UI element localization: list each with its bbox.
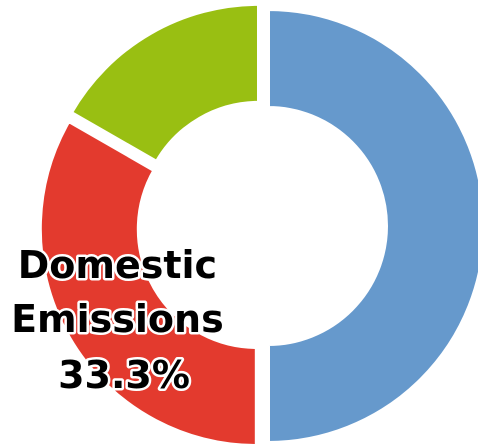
slice-label-domestic: Domestic Emissions 33.3% (11, 243, 237, 397)
slice-blue (266, 6, 478, 446)
slice-label-line-2: Emissions (11, 297, 224, 341)
slice-label-line-3: 33.3% (58, 353, 190, 397)
slice-domestic-emissions (37, 118, 259, 448)
slice-label-line-1: Domestic (18, 243, 217, 287)
slice-green (68, 1, 261, 165)
donut-slices (37, 1, 478, 448)
